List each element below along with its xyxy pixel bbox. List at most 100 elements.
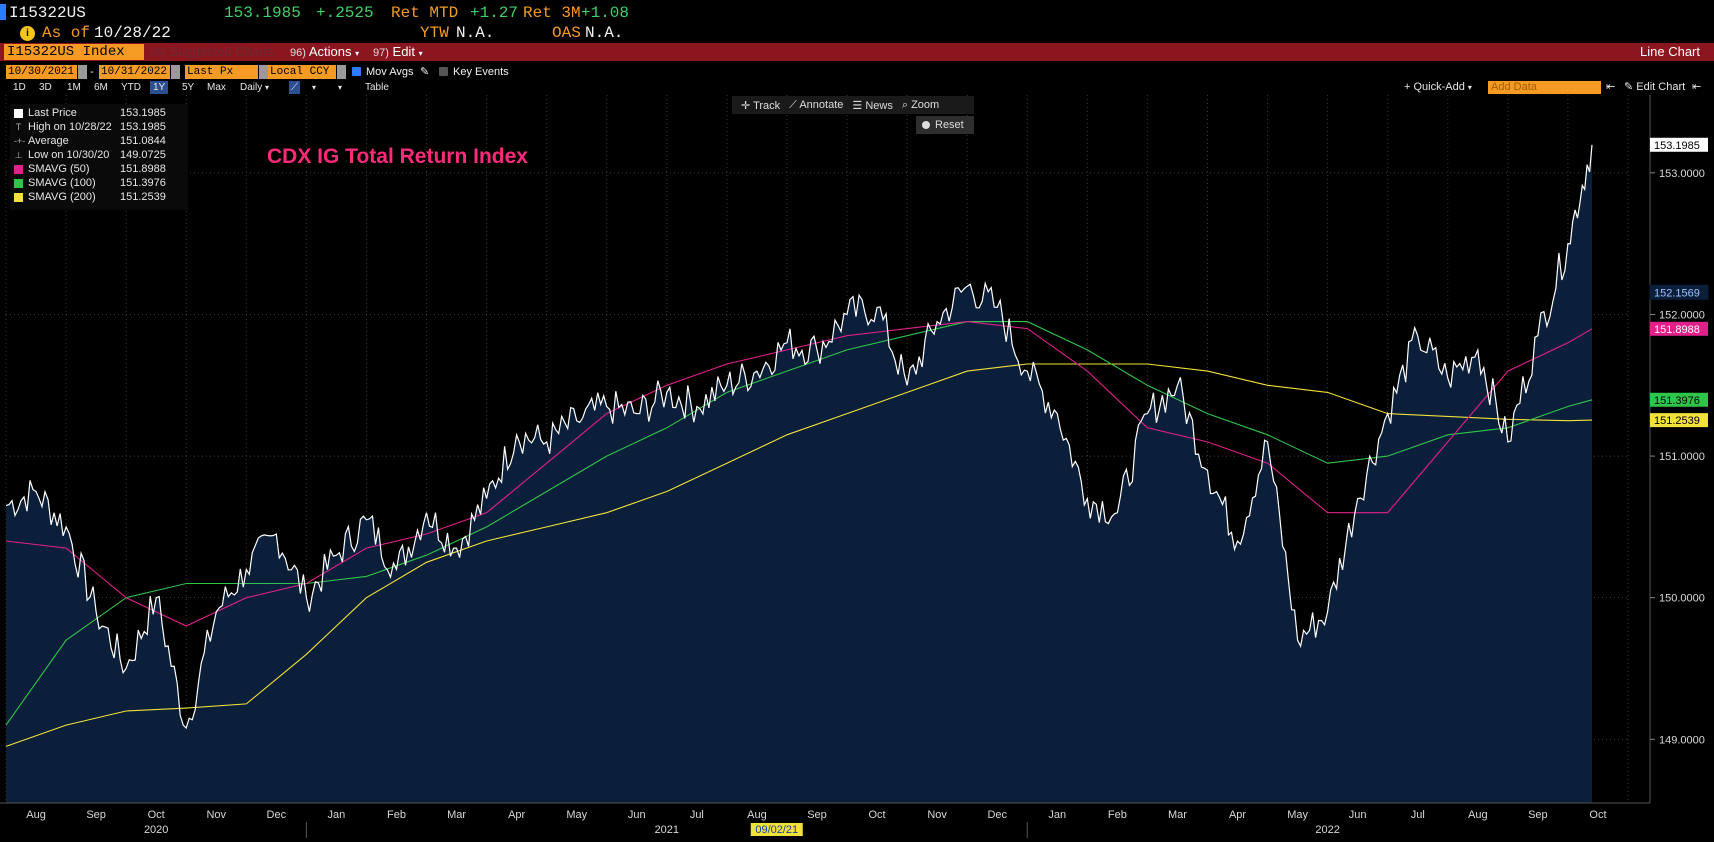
ytw-value: N.A.: [456, 24, 495, 42]
track-label: Track: [753, 99, 781, 112]
currency-select[interactable]: Local CCY: [268, 65, 336, 79]
y-tick-label: 150.0000: [1659, 593, 1705, 605]
y-tick-label: 153.0000: [1659, 168, 1705, 180]
track-tool[interactable]: ✛ Track: [741, 99, 780, 112]
legend-name: Average: [28, 135, 69, 147]
period-controls: 1D 3D 1M 6M YTD 1Y 5Y Max Daily ▾ ⟋ ▾ ▾ …: [0, 80, 1714, 95]
key-events-checkbox[interactable]: [439, 67, 448, 76]
calendar-icon[interactable]: [171, 65, 180, 79]
add-data-input[interactable]: Add Data: [1488, 81, 1601, 94]
period-3d[interactable]: 3D: [39, 82, 52, 93]
info-icon[interactable]: i: [20, 26, 35, 41]
frequency-label: Daily: [240, 82, 263, 93]
value-label: 151.3976: [1654, 395, 1700, 407]
high-marker-icon: T: [15, 122, 22, 132]
period-ytd[interactable]: YTD: [121, 82, 141, 93]
zoom-tool[interactable]: ⌕ Zoom: [902, 99, 939, 112]
edit-chart-label: Edit Chart: [1636, 81, 1686, 93]
collapse-icon[interactable]: ⇤: [1606, 81, 1616, 93]
annotate-icon: ⟋: [789, 98, 797, 111]
value-label: 151.2539: [1654, 415, 1700, 427]
period-6m[interactable]: 6M: [94, 82, 108, 93]
y-tick-label: 149.0000: [1659, 734, 1705, 746]
price-area: [6, 144, 1592, 804]
news-label: News: [865, 99, 893, 112]
period-1y[interactable]: 1Y: [150, 81, 169, 94]
chart-tools: ✛ Track ⟋ Annotate ☰ News ⌕ Zoom: [732, 96, 974, 114]
legend-value: 153.1985: [120, 107, 166, 119]
x-tick-label: Mar: [1168, 809, 1187, 821]
reset-icon: [922, 121, 930, 129]
mov-avgs-label[interactable]: Mov Avgs: [366, 66, 414, 78]
last-price: 153.1985: [224, 4, 301, 22]
suggested-charts-num: 95): [150, 47, 166, 59]
actions-button[interactable]: 96) Actions ▾: [290, 44, 359, 62]
legend-item[interactable]: -+- Average 151.0844: [14, 134, 188, 148]
legend-item[interactable]: SMAVG (100) 151.3976: [14, 176, 188, 190]
annotate-tool[interactable]: ⟋ Annotate: [789, 99, 843, 112]
legend-item[interactable]: SMAVG (50) 151.8988: [14, 162, 188, 176]
quick-add-button[interactable]: + Quick-Add ▾: [1404, 81, 1472, 94]
actions-num: 96): [290, 47, 306, 59]
calendar-icon[interactable]: [78, 65, 87, 79]
suggested-charts-button[interactable]: 95) Suggested Charts: [150, 44, 274, 61]
edit-chart-button[interactable]: ✎ Edit Chart: [1624, 81, 1685, 94]
start-date-input[interactable]: 10/30/2021: [6, 65, 77, 79]
x-tick-label: Aug: [26, 809, 46, 821]
chevron-down-icon[interactable]: [259, 65, 268, 79]
avg-marker-icon: -+-: [14, 136, 26, 146]
annotate-label: Annotate: [799, 98, 844, 111]
period-1d[interactable]: 1D: [13, 82, 26, 93]
legend-name: Low on 10/30/20: [28, 149, 110, 161]
chevron-down-icon[interactable]: ▾: [312, 83, 317, 92]
frequency-select[interactable]: Daily ▾: [240, 81, 269, 94]
legend-item[interactable]: Last Price 153.1985: [14, 106, 188, 120]
line-chart[interactable]: 149.0000 150.0000 151.0000 152.0000 153.0000…: [0, 95, 1714, 842]
legend-value: 151.8988: [120, 163, 166, 175]
chevron-down-icon[interactable]: ▾: [338, 83, 343, 92]
legend-value: 151.3976: [120, 177, 166, 189]
period-max[interactable]: Max: [207, 82, 226, 93]
series-lines: [5, 144, 1593, 747]
legend-item[interactable]: T High on 10/28/22 153.1985: [14, 120, 188, 134]
ret-mtd-label: Ret MTD: [391, 4, 459, 22]
field-select[interactable]: Last Px: [185, 65, 258, 79]
chevron-down-icon: ▾: [265, 83, 270, 92]
mov-avgs-checkbox[interactable]: [352, 67, 361, 76]
chevron-down-icon: ▾: [418, 49, 423, 58]
chart-legend[interactable]: Last Price 153.1985 T High on 10/28/22 153.1…: [10, 104, 188, 210]
period-5y[interactable]: 5Y: [182, 82, 195, 93]
key-events-label[interactable]: Key Events: [453, 66, 509, 78]
collapse-icon[interactable]: ⇤: [1692, 81, 1702, 93]
security-input[interactable]: I15322US Index: [4, 44, 144, 60]
x-year-label: 2022: [1315, 824, 1339, 836]
legend-value: 151.0844: [120, 135, 166, 147]
end-date-input[interactable]: 10/31/2022: [99, 65, 170, 79]
pencil-icon[interactable]: ✎: [420, 66, 430, 78]
chevron-down-icon[interactable]: [337, 65, 346, 79]
x-tick-label: Sep: [807, 809, 827, 821]
reset-label: Reset: [935, 119, 964, 131]
x-tick-label: Oct: [148, 809, 165, 821]
news-tool[interactable]: ☰ News: [852, 99, 892, 112]
oas-label: OAS: [552, 24, 581, 42]
legend-name: SMAVG (50): [28, 163, 90, 175]
reset-button[interactable]: Reset: [916, 116, 974, 134]
period-1m[interactable]: 1M: [67, 82, 81, 93]
x-tick-label: Jun: [1349, 809, 1367, 821]
legend-item[interactable]: ⊥ Low on 10/30/20 149.0725: [14, 148, 188, 162]
line-chart-icon[interactable]: ⟋: [289, 81, 300, 94]
quick-add-label: + Quick-Add: [1404, 81, 1465, 93]
value-label-box: [1650, 413, 1708, 428]
table-button[interactable]: Table: [365, 82, 389, 93]
legend-value: 151.2539: [120, 191, 166, 203]
legend-item[interactable]: SMAVG (200) 151.2539: [14, 190, 188, 204]
cursor-date-label: 09/02/21: [755, 824, 798, 836]
as-of-date: 10/28/22: [94, 24, 171, 42]
function-toolbar: I15322US Index 95) Suggested Charts 96) …: [0, 43, 1714, 61]
x-tick-label: Oct: [1589, 809, 1606, 821]
x-tick-label: Apr: [1229, 809, 1246, 821]
price-area-fill: [6, 144, 1592, 804]
edit-button[interactable]: 97) Edit ▾: [373, 44, 423, 62]
legend-value: 153.1985: [120, 121, 166, 133]
